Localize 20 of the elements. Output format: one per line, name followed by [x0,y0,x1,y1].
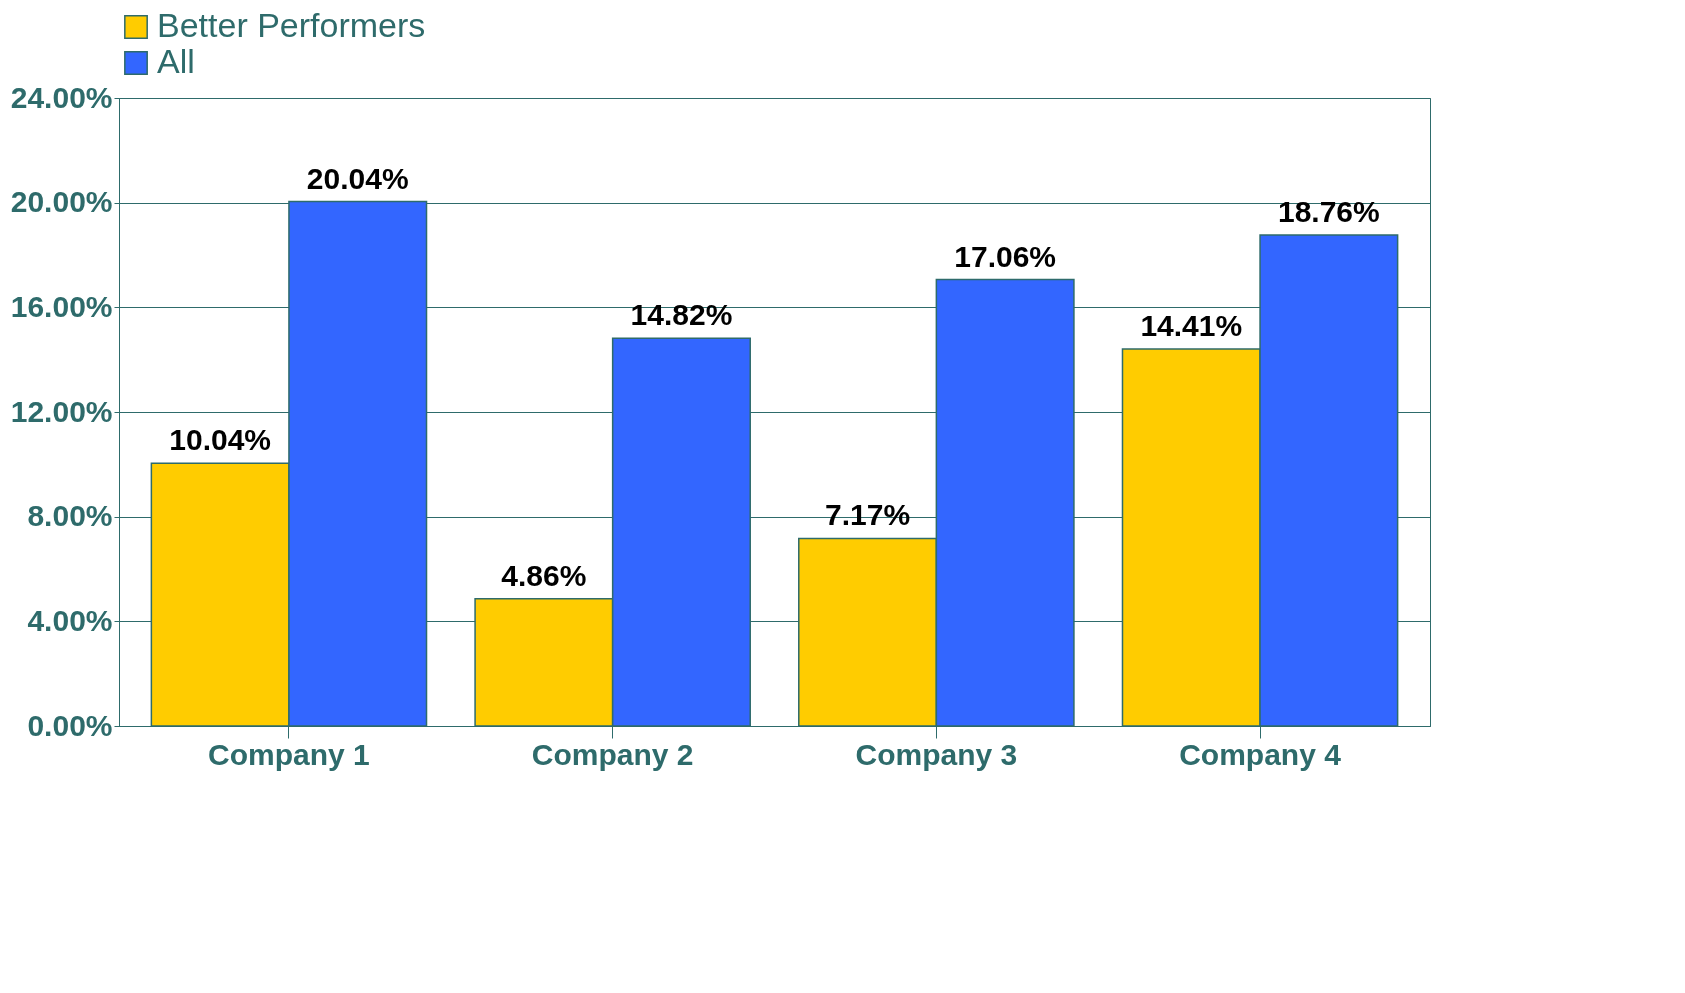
y-tick-label: 16.00% [10,289,113,323]
y-tick-label: 24.00% [10,80,113,114]
data-label: 4.86% [501,558,587,592]
data-label: 14.41% [1140,308,1243,342]
y-tick-label: 4.00% [27,603,113,637]
y-tick-label: 20.00% [10,185,113,219]
y-tick-label: 12.00% [10,394,113,428]
data-label: 18.76% [1277,195,1380,229]
legend-label: Better Performers [157,6,426,44]
data-label: 10.04% [169,423,272,457]
legend-label: All [157,42,195,80]
x-tick-label: Company 3 [855,737,1018,771]
data-label: 14.82% [630,298,733,332]
y-tick-label: 0.00% [27,708,113,742]
x-tick-label: Company 1 [208,737,370,771]
x-tick-label: Company 2 [531,737,694,771]
data-label: 20.04% [306,161,409,195]
x-tick-label: Company 4 [1179,737,1342,771]
y-tick-label: 8.00% [27,499,113,533]
data-label: 17.06% [954,239,1057,273]
